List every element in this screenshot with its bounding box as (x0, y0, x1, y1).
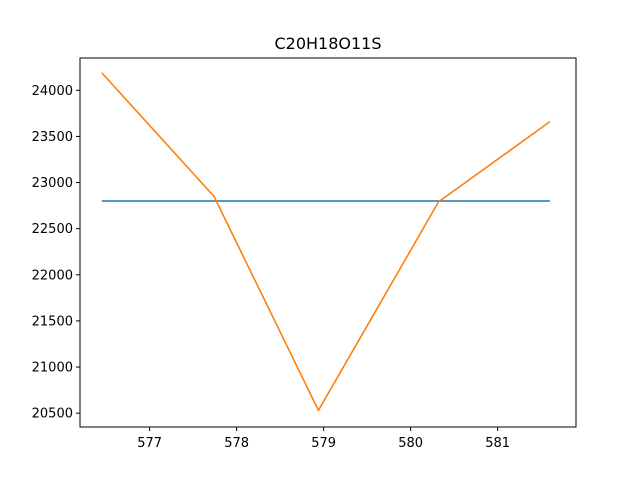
y-tick-label: 22500 (32, 222, 73, 237)
x-tick-label: 578 (224, 436, 249, 451)
ticks-layer: 577 578 579 580 581 20500 21000 21500 22000 22500… (32, 84, 510, 451)
x-tick-label: 579 (311, 436, 336, 451)
y-tick-label: 24000 (32, 84, 73, 99)
x-tick-label: 580 (398, 436, 423, 451)
y-tick-label: 23000 (32, 176, 73, 191)
series-line-2 (101, 72, 551, 412)
plot-area-background (80, 58, 576, 427)
x-tick-label: 581 (485, 436, 510, 451)
y-tick-label: 21000 (32, 361, 73, 376)
series-layer (101, 72, 551, 412)
y-tick-label: 23500 (32, 130, 73, 145)
y-tick-label: 22000 (32, 268, 73, 283)
y-tick-label: 20500 (32, 407, 73, 422)
x-tick-label: 577 (137, 436, 162, 451)
plot-frame (79, 57, 577, 428)
y-tick-label: 21500 (32, 314, 73, 329)
chart-title: C20H18O11S (274, 34, 381, 53)
